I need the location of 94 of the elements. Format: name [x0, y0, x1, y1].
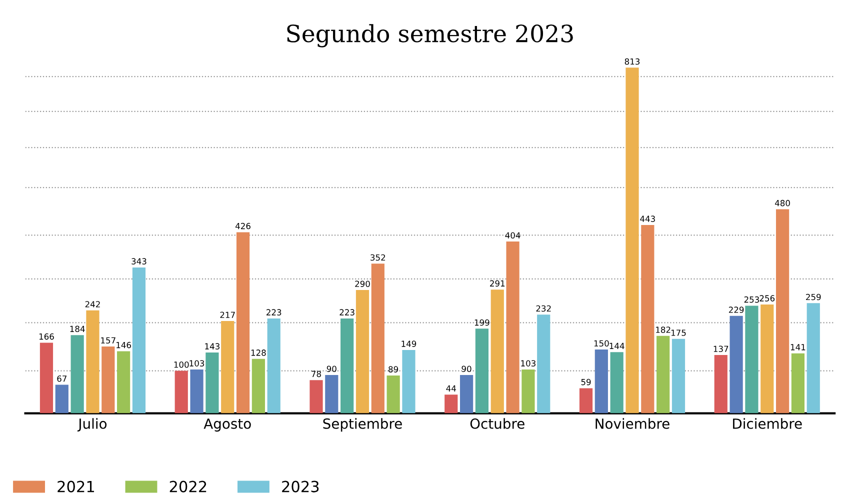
data-label: 150 — [594, 340, 609, 347]
data-label: 343 — [132, 258, 146, 264]
data-label: 223 — [340, 309, 354, 316]
bar — [579, 388, 593, 414]
bar — [86, 310, 100, 414]
bar — [490, 290, 504, 414]
data-label: 141 — [790, 344, 806, 350]
bar — [610, 352, 624, 414]
bar — [745, 306, 758, 414]
data-label: 813 — [624, 58, 640, 65]
data-label: 59 — [581, 378, 591, 386]
data-label: 157 — [101, 337, 116, 344]
data-label: 352 — [370, 254, 386, 261]
data-label: 100 — [174, 361, 189, 368]
bar — [626, 68, 639, 414]
data-label: 480 — [775, 200, 790, 206]
data-label: 90 — [326, 366, 336, 372]
bar — [102, 346, 115, 414]
data-label: 253 — [744, 296, 759, 303]
data-label: 232 — [536, 305, 551, 312]
legend-label: 2023 — [282, 480, 319, 492]
bar — [672, 338, 686, 414]
bar — [371, 264, 384, 414]
data-label: 182 — [656, 326, 670, 333]
bar — [117, 351, 130, 414]
bar — [460, 375, 474, 414]
data-label: 175 — [671, 330, 686, 336]
data-label: 149 — [402, 340, 416, 347]
data-label: 184 — [70, 326, 85, 332]
data-label: 166 — [39, 333, 54, 340]
bar — [730, 316, 743, 414]
bar — [356, 290, 370, 414]
bar — [386, 375, 400, 414]
bar — [252, 358, 265, 414]
bar — [475, 328, 489, 414]
data-label: 143 — [205, 343, 220, 350]
data-label: 229 — [728, 306, 744, 313]
bar — [132, 267, 146, 414]
legend-label: 2021 — [58, 480, 94, 492]
data-label: 89 — [388, 366, 398, 372]
bar — [594, 350, 608, 414]
data-label: 103 — [521, 360, 536, 366]
bar — [760, 304, 774, 414]
bar — [656, 336, 670, 414]
bar — [190, 369, 204, 414]
x-tick-label: Julio — [77, 418, 107, 432]
bar — [325, 375, 338, 414]
bar — [506, 242, 520, 414]
bar — [70, 335, 84, 414]
data-label: 242 — [85, 301, 100, 308]
data-label: 128 — [251, 350, 266, 356]
data-label: 426 — [235, 222, 250, 230]
data-label: 78 — [312, 370, 321, 378]
data-label: 67 — [57, 375, 66, 382]
x-tick-label: Noviembre — [596, 418, 670, 429]
bar — [174, 370, 188, 414]
data-label: 217 — [220, 312, 235, 318]
x-tick-label: Septiembre — [323, 418, 402, 432]
bar — [55, 384, 68, 414]
bar — [340, 318, 354, 414]
data-label: 290 — [355, 280, 370, 287]
data-label: 199 — [474, 319, 490, 326]
data-label: 44 — [446, 385, 456, 392]
data-label: 137 — [714, 346, 728, 352]
x-tick-label: Agosto — [204, 418, 251, 432]
data-label: 144 — [610, 342, 624, 349]
bar — [310, 380, 323, 414]
data-label: 291 — [490, 280, 505, 287]
bar — [444, 394, 458, 414]
legend-label: 2022 — [170, 480, 206, 492]
bar — [206, 352, 219, 414]
bar — [641, 224, 654, 414]
bar — [221, 321, 234, 414]
data-label: 259 — [806, 294, 821, 300]
data-label: 146 — [116, 342, 131, 348]
x-tick-label: Octubre — [470, 418, 524, 429]
bar — [40, 342, 54, 414]
data-label: 103 — [190, 360, 204, 366]
bar — [791, 353, 805, 414]
chart-title: Segundo semestre 2023 — [287, 24, 573, 48]
bar — [522, 369, 535, 414]
x-tick-label: Diciembre — [733, 418, 802, 429]
data-label: 443 — [640, 216, 655, 222]
data-label: 223 — [266, 309, 282, 316]
data-label: 256 — [760, 295, 775, 302]
bar — [537, 314, 550, 414]
bar — [236, 232, 250, 414]
bar — [714, 355, 728, 414]
data-label: 90 — [462, 366, 472, 372]
bar — [267, 318, 280, 414]
bar — [402, 350, 416, 414]
bar — [776, 209, 790, 414]
bar — [806, 303, 820, 414]
data-label: 404 — [505, 232, 520, 239]
